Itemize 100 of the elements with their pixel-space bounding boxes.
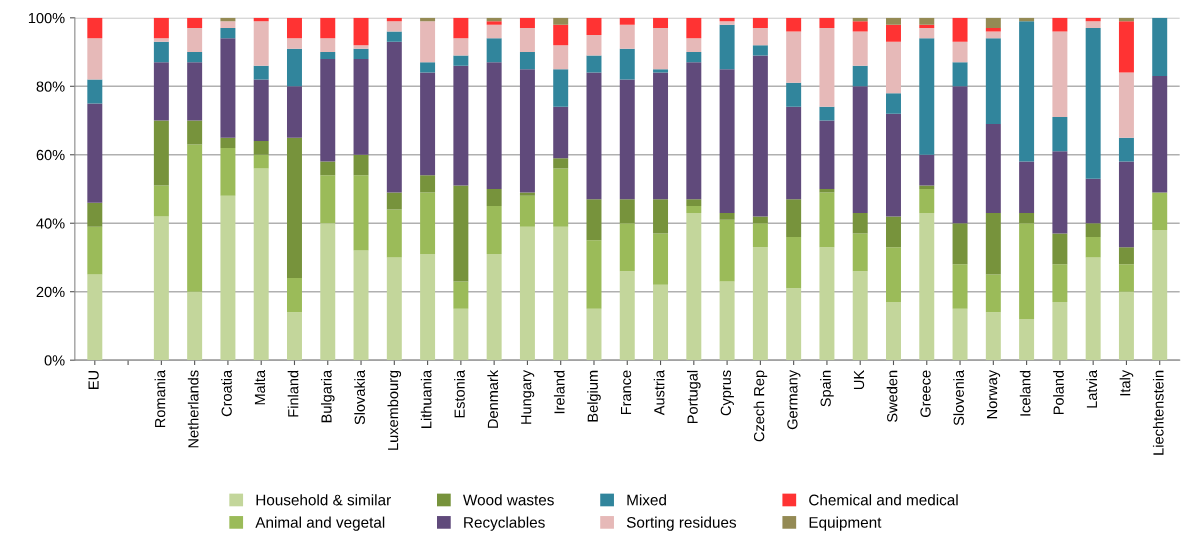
x-tick-label: Slovenia [953, 369, 964, 426]
bar [220, 195, 236, 361]
x-tick-label: EU [88, 371, 99, 389]
bar [686, 52, 702, 63]
bar [519, 226, 535, 361]
bar [586, 34, 602, 56]
bar [819, 17, 835, 29]
bar [320, 17, 336, 39]
bar [87, 274, 103, 361]
x-tick-label: Ireland [553, 370, 565, 414]
bar [420, 175, 436, 193]
bar [553, 69, 569, 107]
bar [353, 58, 369, 155]
x-tick-label: Slovakia [354, 369, 365, 425]
legend-label: Chemical and medical [809, 494, 958, 506]
bar [686, 199, 702, 207]
bar [1152, 17, 1168, 77]
bar [153, 216, 169, 361]
bar [486, 254, 502, 361]
bar [386, 21, 402, 32]
bar [1085, 178, 1101, 224]
bar [1052, 117, 1068, 152]
bar [886, 41, 901, 94]
bar [719, 21, 735, 25]
x-tick-label: Latvia [1086, 369, 1098, 408]
bar [453, 308, 469, 361]
bar [153, 17, 169, 39]
bar [619, 199, 635, 224]
bar [420, 72, 436, 176]
x-tick-label: Belgium [587, 370, 601, 422]
bar [1118, 264, 1134, 292]
bar [819, 192, 835, 248]
y-tick-label: 80% [36, 81, 65, 92]
bar [619, 271, 635, 361]
bar [719, 69, 735, 213]
legend-label: Wood wastes [463, 494, 554, 506]
x-tick-label: Luxembourg [387, 370, 402, 450]
bar [320, 58, 336, 162]
bar [453, 281, 469, 309]
x-tick-label: UK [853, 370, 865, 390]
bar [752, 216, 768, 224]
legend-label: Animal and vegetal [255, 516, 385, 531]
bar [353, 45, 369, 49]
bar [985, 274, 1001, 313]
bar [1052, 233, 1068, 265]
bar [519, 17, 535, 29]
bar [519, 69, 535, 193]
bar [786, 199, 802, 237]
bar [286, 137, 302, 279]
x-tick-label: Lithuania [420, 369, 432, 428]
bar [919, 189, 935, 213]
bar [353, 48, 369, 59]
bar [386, 209, 402, 258]
bar [453, 55, 469, 66]
bar [653, 17, 669, 29]
bar [286, 86, 302, 138]
bar [386, 31, 402, 42]
bar [1118, 161, 1134, 248]
bar [886, 301, 901, 361]
bar [253, 79, 269, 142]
bar [752, 55, 768, 217]
bar [253, 65, 269, 80]
bar [653, 233, 669, 285]
bar [719, 24, 735, 70]
x-tick-label: Norway [987, 369, 1001, 419]
bar [619, 24, 635, 49]
bar [353, 17, 369, 46]
y-tick-label: 60% [36, 149, 65, 161]
bar [1118, 137, 1134, 162]
x-tick-label: Greece [920, 370, 931, 417]
x-tick-label: Cyprus [720, 370, 734, 416]
bar [486, 38, 502, 63]
bar [786, 82, 802, 107]
x-tick-label: Hungary [521, 369, 535, 424]
bar [985, 17, 1001, 29]
bar [686, 206, 702, 213]
bar [786, 106, 802, 200]
bar [586, 17, 602, 35]
bar [519, 52, 535, 70]
bar [819, 247, 835, 361]
bar [619, 223, 635, 272]
bar [786, 288, 802, 361]
bar [420, 254, 436, 361]
bar [553, 24, 569, 46]
bar [87, 103, 103, 203]
bar [220, 137, 236, 148]
bar [1052, 31, 1068, 118]
bar [752, 223, 768, 248]
bar [786, 236, 802, 289]
legend-label: Mixed [627, 494, 666, 506]
bar [286, 17, 302, 39]
bar [519, 192, 535, 196]
legend-label: Recyclables [464, 516, 545, 531]
bar [686, 62, 702, 200]
bar [320, 223, 336, 361]
bar [1085, 21, 1101, 29]
x-tick-label: Poland [1053, 370, 1064, 415]
bar [819, 106, 835, 121]
bar [220, 38, 236, 138]
bar [1019, 223, 1035, 320]
